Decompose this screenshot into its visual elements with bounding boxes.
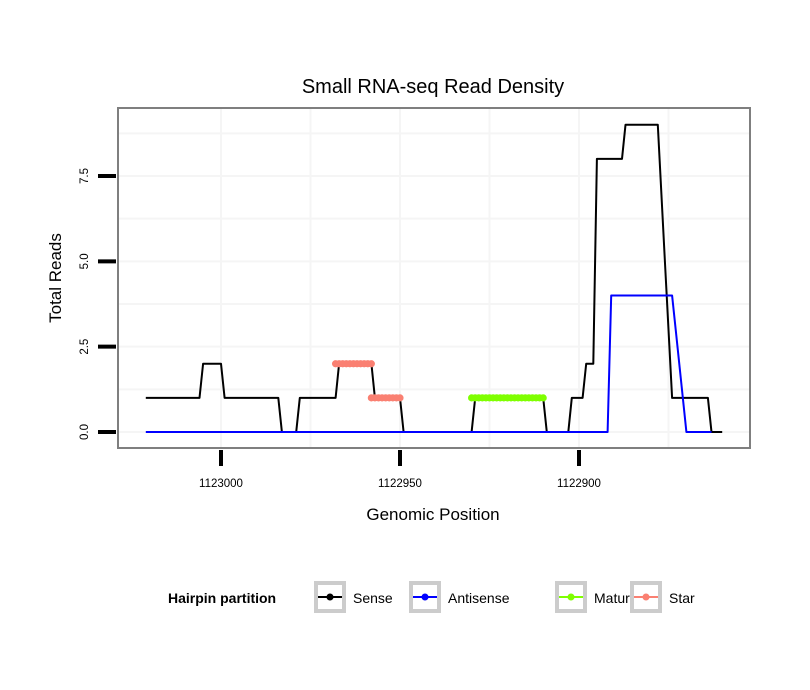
legend-label-sense: Sense (353, 590, 393, 606)
legend-marker-sense (326, 593, 334, 601)
legend-label-star: Star (669, 590, 695, 606)
legend-marker-star (642, 593, 650, 601)
series-layer (145, 123, 723, 433)
x-axis-title: Genomic Position (366, 505, 499, 524)
x-tick-label: 1122950 (378, 478, 422, 490)
y-tick-label: 7.5 (79, 168, 91, 184)
panel-background (118, 108, 750, 448)
legend-marker-mature (567, 593, 575, 601)
y-axis: 0.0 2.5 5.0 7.5 (79, 168, 116, 440)
legend-marker-antisense (421, 593, 429, 601)
y-tick-label: 2.5 (79, 339, 91, 355)
y-tick-label: 0.0 (79, 424, 91, 440)
plot-panel (117, 107, 751, 449)
grid-lines (118, 108, 750, 448)
legend-label-mature: Mature (594, 590, 638, 606)
x-axis: 1123000 1122950 1122900 (199, 450, 601, 490)
series-line-antisense (145, 294, 712, 433)
x-tick-label: 1123000 (199, 478, 243, 490)
data-point-star (396, 394, 404, 402)
legend: Hairpin partition Sense Antisense Mature St… (168, 581, 695, 613)
y-tick-label: 5.0 (79, 253, 91, 269)
legend-title: Hairpin partition (168, 590, 276, 606)
data-point-star (367, 360, 375, 368)
data-point-mature (539, 394, 547, 402)
x-tick-label: 1122900 (557, 478, 601, 490)
legend-label-antisense: Antisense (448, 590, 510, 606)
chart-title: Small RNA-seq Read Density (302, 76, 564, 98)
y-axis-title: Total Reads (46, 233, 65, 323)
panel-border (117, 107, 751, 449)
